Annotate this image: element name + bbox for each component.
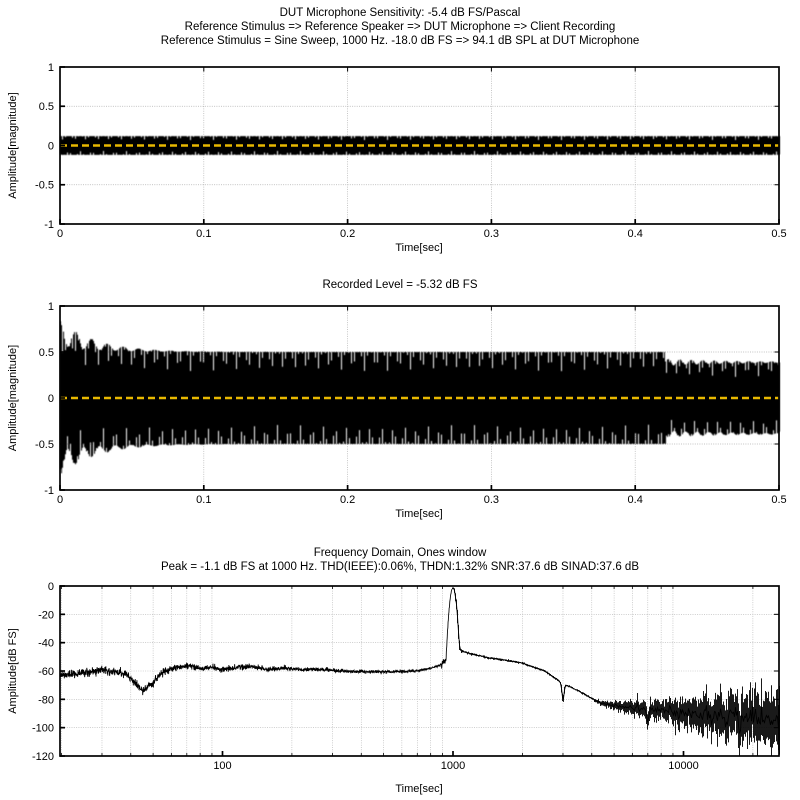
svg-text:Reference Stimulus => Referenc: Reference Stimulus => Reference Speaker … bbox=[185, 21, 616, 33]
svg-text:0.3: 0.3 bbox=[484, 228, 499, 240]
svg-text:-20: -20 bbox=[38, 609, 54, 621]
svg-text:1: 1 bbox=[48, 62, 54, 74]
svg-text:0: 0 bbox=[57, 494, 63, 506]
svg-text:-40: -40 bbox=[38, 638, 54, 650]
svg-text:-100: -100 bbox=[32, 723, 54, 735]
svg-text:Time[sec]: Time[sec] bbox=[395, 783, 442, 795]
svg-text:Time[sec]: Time[sec] bbox=[395, 242, 442, 254]
svg-text:0.1: 0.1 bbox=[196, 494, 211, 506]
svg-text:0: 0 bbox=[48, 581, 54, 593]
svg-text:-80: -80 bbox=[38, 694, 54, 706]
svg-text:Amplitude[dB FS]: Amplitude[dB FS] bbox=[7, 628, 19, 714]
svg-text:0.5: 0.5 bbox=[39, 101, 54, 113]
svg-text:-1: -1 bbox=[44, 485, 54, 497]
svg-text:100: 100 bbox=[213, 760, 231, 772]
svg-text:Reference Stimulus = Sine Swee: Reference Stimulus = Sine Sweep, 1000 Hz… bbox=[161, 35, 639, 47]
svg-text:0.5: 0.5 bbox=[771, 228, 786, 240]
svg-text:1: 1 bbox=[48, 301, 54, 313]
svg-text:Amplitude[magnitude]: Amplitude[magnitude] bbox=[7, 345, 19, 451]
svg-text:0: 0 bbox=[48, 393, 54, 405]
svg-text:0.4: 0.4 bbox=[628, 494, 643, 506]
svg-text:0.5: 0.5 bbox=[771, 494, 786, 506]
svg-text:0.2: 0.2 bbox=[340, 494, 355, 506]
svg-text:Recorded Level = -5.32 dB FS: Recorded Level = -5.32 dB FS bbox=[322, 279, 477, 291]
svg-text:-120: -120 bbox=[32, 751, 54, 763]
svg-text:DUT Microphone Sensitivity: -5: DUT Microphone Sensitivity: -5.4 dB FS/P… bbox=[280, 7, 521, 19]
svg-text:-0.5: -0.5 bbox=[35, 439, 54, 451]
svg-text:-60: -60 bbox=[38, 666, 54, 678]
svg-text:10000: 10000 bbox=[668, 760, 699, 772]
svg-text:0.1: 0.1 bbox=[196, 228, 211, 240]
svg-text:0: 0 bbox=[48, 141, 54, 153]
svg-text:0: 0 bbox=[57, 228, 63, 240]
svg-text:0.3: 0.3 bbox=[484, 494, 499, 506]
svg-text:-1: -1 bbox=[44, 219, 54, 231]
svg-text:0.4: 0.4 bbox=[628, 228, 643, 240]
svg-text:-0.5: -0.5 bbox=[35, 180, 54, 192]
svg-text:Time[sec]: Time[sec] bbox=[395, 508, 442, 520]
svg-text:Peak = -1.1 dB FS at 1000 Hz.: Peak = -1.1 dB FS at 1000 Hz. THD(IEEE):… bbox=[161, 561, 639, 573]
svg-text:Amplitude[magnitude]: Amplitude[magnitude] bbox=[7, 92, 19, 198]
svg-text:Frequency Domain, Ones window: Frequency Domain, Ones window bbox=[314, 547, 487, 559]
svg-text:1000: 1000 bbox=[441, 760, 465, 772]
svg-text:0.2: 0.2 bbox=[340, 228, 355, 240]
svg-text:0.5: 0.5 bbox=[39, 347, 54, 359]
